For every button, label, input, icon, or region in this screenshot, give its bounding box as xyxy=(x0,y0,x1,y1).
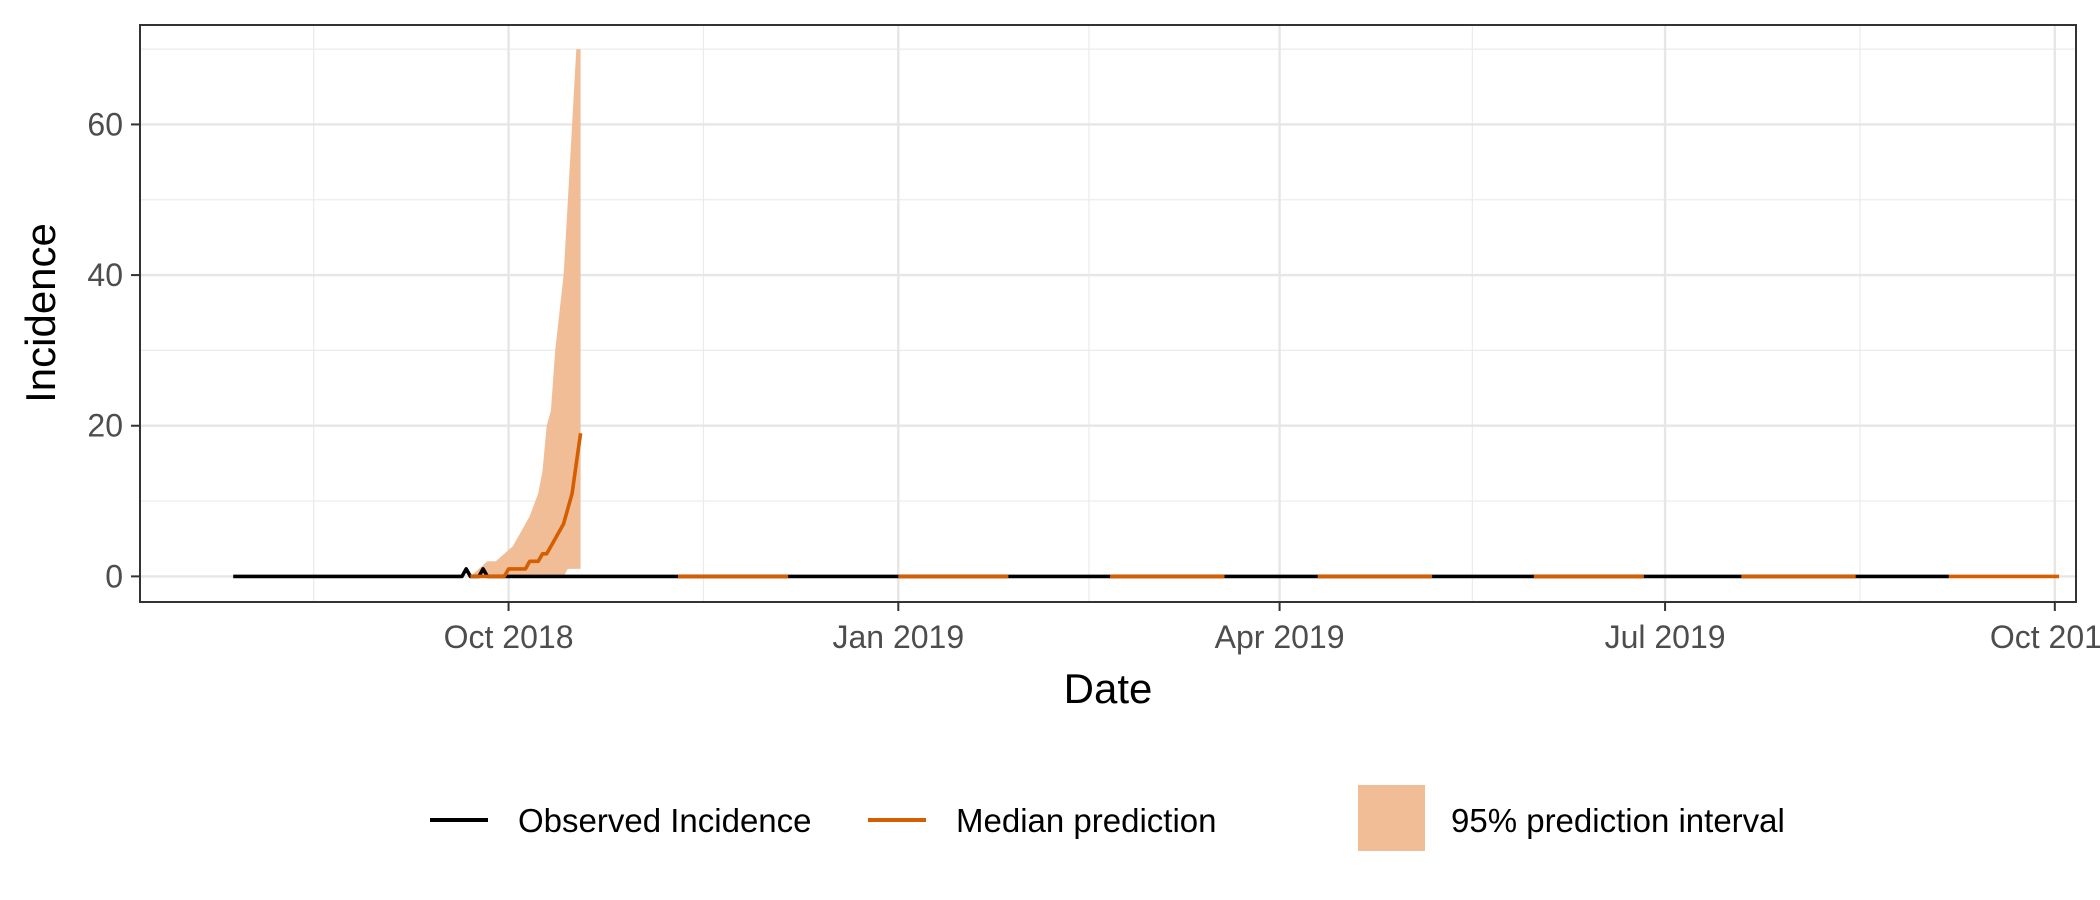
axis-ticks: 0 20 40 60 Oct 2018 Jan 2019 Apr 2019 Jul 2019 O… xyxy=(87,106,2100,655)
x-tick-label: Oct 2018 xyxy=(444,619,574,655)
median-prediction-line xyxy=(470,433,583,579)
prediction-interval-band xyxy=(470,49,581,577)
legend: Observed Incidence Median prediction 95%… xyxy=(430,785,1785,851)
legend-label-median: Median prediction xyxy=(956,802,1217,839)
x-axis-title: Date xyxy=(1064,665,1153,712)
x-tick-label: Apr 2019 xyxy=(1215,619,1345,655)
panel-border xyxy=(139,24,2077,603)
x-tick-label: Jul 2019 xyxy=(1605,619,1726,655)
y-tick-label: 60 xyxy=(87,106,123,142)
x-tick-label: Jan 2019 xyxy=(832,619,964,655)
minor-gridlines xyxy=(140,25,2076,602)
x-tick-label: Oct 2019 xyxy=(1990,619,2100,655)
legend-key-interval xyxy=(1358,785,1425,851)
legend-label-interval: 95% prediction interval xyxy=(1451,802,1785,839)
y-tick-label: 0 xyxy=(105,558,123,594)
plot-marks xyxy=(233,49,2060,579)
legend-label-observed: Observed Incidence xyxy=(518,802,812,839)
y-tick-label: 40 xyxy=(87,257,123,293)
y-tick-label: 20 xyxy=(87,408,123,444)
y-axis-title: Incidence xyxy=(17,223,64,403)
